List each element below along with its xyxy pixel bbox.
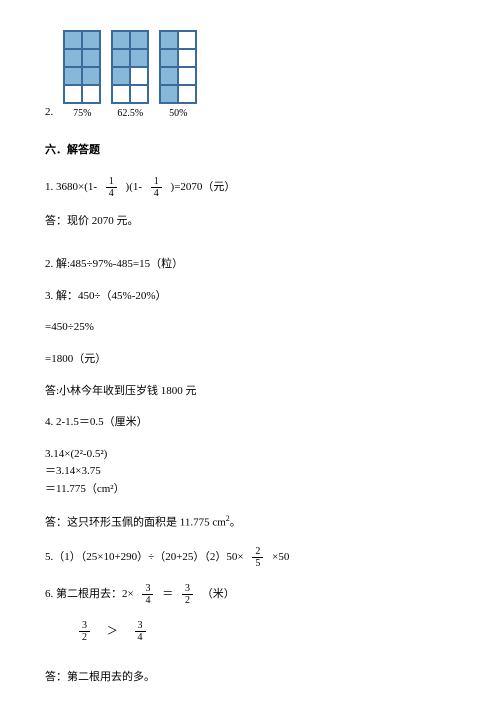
percent-grid: 50%	[159, 30, 197, 122]
problem-4-step: ＝11.775（cm²）	[45, 481, 455, 499]
text: （米）	[202, 588, 235, 600]
fraction-3-4: 34	[142, 583, 153, 606]
grid-cell	[160, 67, 178, 85]
grid-cell	[64, 85, 82, 103]
fraction-1-4: 14	[151, 176, 162, 199]
percent-grid: 62.5%	[111, 30, 149, 122]
q2-label: 2.	[45, 104, 53, 122]
problem-3-step: =450÷25%	[45, 319, 455, 337]
grid-cell	[64, 31, 82, 49]
fraction-2-5: 25	[252, 546, 263, 569]
problem-3: 3. 解：450÷（45%-20%）	[45, 288, 455, 306]
grid-cell	[178, 67, 196, 85]
grid-cell	[130, 31, 148, 49]
problem-4-answer: 答：这只环形玉佩的面积是 11.775 cm2。	[45, 513, 455, 532]
grid-cell	[82, 49, 100, 67]
text: 5.（1）（25×10+290）÷（20+25）（2）50×	[45, 551, 244, 563]
comparison: 32 ＞ 34	[73, 620, 455, 643]
text: )(1-	[126, 181, 143, 193]
grid-cell	[178, 49, 196, 67]
grid-cell	[130, 49, 148, 67]
grid-cell	[112, 31, 130, 49]
grid-cell	[64, 49, 82, 67]
problem-4-step: ＝3.14×3.75	[45, 463, 455, 481]
grid-cell	[112, 67, 130, 85]
problem-3-answer: 答:小林今年收到压岁钱 1800 元	[45, 383, 455, 401]
percent-grid: 75%	[63, 30, 101, 122]
text: )=2070（元）	[171, 181, 236, 193]
fraction-3-4: 34	[135, 620, 146, 643]
grid-cell	[178, 31, 196, 49]
grid-cell	[130, 85, 148, 103]
problem-6: 6. 第二根用去：2× 34 ＝ 32 （米）	[45, 583, 455, 606]
text: 6. 第二根用去：2×	[45, 588, 134, 600]
text: ×50	[272, 551, 289, 563]
grid-caption: 75%	[73, 106, 91, 122]
grid-cell	[160, 49, 178, 67]
text: 1. 3680×(1-	[45, 181, 97, 193]
problem-2: 2. 解:485÷97%-485=15（粒）	[45, 256, 455, 274]
grid-cell	[82, 31, 100, 49]
problem-1-answer: 答：现价 2070 元。	[45, 213, 455, 231]
grid-cell	[112, 85, 130, 103]
problem-6-answer: 答：第二根用去的多。	[45, 669, 455, 687]
problem-4: 4. 2-1.5＝0.5（厘米）	[45, 414, 455, 432]
question-2: 2. 75% 62.5% 50%	[45, 30, 455, 122]
fraction-1-4: 14	[106, 176, 117, 199]
grid-cell	[64, 67, 82, 85]
problem-4-step: 3.14×(2²-0.5²)	[45, 446, 455, 464]
grid-cell	[82, 85, 100, 103]
fraction-3-2: 32	[182, 583, 193, 606]
fraction-3-2: 32	[79, 620, 90, 643]
problem-3-step: =1800（元）	[45, 351, 455, 369]
grid-caption: 50%	[169, 106, 187, 122]
problem-1: 1. 3680×(1- 14 )(1- 14 )=2070（元）	[45, 176, 455, 199]
grid-cell	[160, 85, 178, 103]
section-title: 六．解答题	[45, 142, 455, 160]
gt-sign: ＞	[107, 625, 118, 637]
grid-cell	[178, 85, 196, 103]
grid-cell	[82, 67, 100, 85]
problem-5: 5.（1）（25×10+290）÷（20+25）（2）50× 25 ×50	[45, 546, 455, 569]
grid-cell	[130, 67, 148, 85]
grid-caption: 62.5%	[117, 106, 143, 122]
text: ＝	[162, 588, 173, 600]
grid-cell	[112, 49, 130, 67]
grid-cell	[160, 31, 178, 49]
